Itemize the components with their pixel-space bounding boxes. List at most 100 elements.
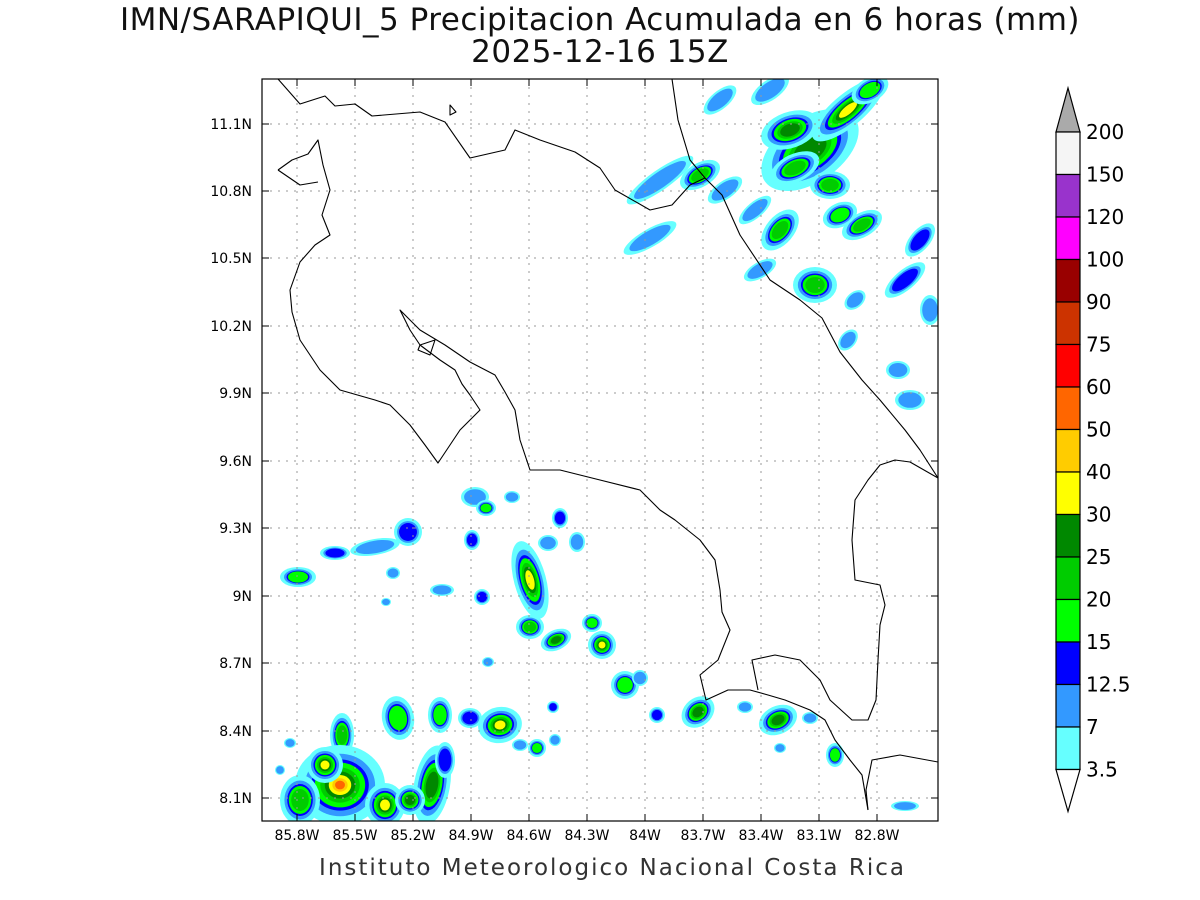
precip-cell — [386, 567, 400, 579]
precip-cell — [632, 670, 648, 686]
precip-cell — [649, 707, 665, 723]
plot-frame — [261, 78, 939, 822]
latitude-tick-label: 8.4N — [219, 724, 252, 740]
longitude-tick-label: 82.8W — [854, 828, 899, 844]
precip-cell — [528, 739, 546, 757]
precip-cell — [703, 85, 737, 115]
precip-cell — [582, 614, 602, 632]
precip-cell — [280, 567, 316, 587]
colorbar-swatch — [1055, 173, 1081, 218]
colorbar-swatch — [1055, 386, 1081, 431]
precip-cell — [538, 535, 558, 551]
precip-cell — [844, 290, 866, 310]
colorbar-label: 30 — [1086, 503, 1111, 527]
colorbar-swatch — [1055, 428, 1081, 473]
precip-cell — [540, 628, 572, 652]
precip-cell — [478, 706, 522, 744]
precip-cell — [737, 701, 753, 713]
colorbar-label: 50 — [1086, 418, 1111, 442]
colorbar-label: 90 — [1086, 290, 1111, 314]
precip-cell — [435, 742, 455, 778]
precip-cell — [905, 223, 935, 257]
latitude-tick-label: 9.6N — [219, 454, 252, 470]
colorbar-label: 60 — [1086, 375, 1111, 399]
colorbar-label: 25 — [1086, 545, 1111, 569]
precip-cell — [895, 390, 925, 410]
latitude-tick-label: 9N — [233, 589, 252, 605]
precip-cell — [826, 743, 844, 767]
precip-cell — [751, 79, 789, 106]
colorbar-swatch — [1055, 343, 1081, 388]
precip-cell — [707, 176, 743, 204]
colorbar-under-triangle — [1055, 768, 1081, 814]
longitude-tick-label: 84W — [629, 828, 661, 844]
precip-cell — [428, 697, 452, 733]
longitude-tick-label: 83.7W — [680, 828, 725, 844]
precip-cell — [284, 738, 296, 748]
colorbar-label: 20 — [1086, 588, 1111, 612]
colorbar-swatch — [1055, 726, 1081, 771]
colorbar-swatch — [1055, 598, 1081, 643]
colorbar-swatch — [1055, 216, 1081, 261]
colorbar-swatch — [1055, 258, 1081, 303]
precip-cell — [758, 704, 798, 736]
precip-cell — [547, 701, 559, 713]
longitude-tick-label: 83.1W — [796, 828, 841, 844]
precip-cell — [395, 785, 425, 815]
precip-cell — [810, 171, 850, 199]
precip-cell — [569, 532, 585, 552]
colorbar-swatch — [1055, 513, 1081, 558]
precip-cell — [886, 361, 910, 379]
map-title: IMN/SARAPIQUI_5 Precipitacion Acumulada … — [119, 2, 1081, 38]
colorbar-swatch — [1055, 641, 1081, 686]
latitude-tick-label: 8.7N — [219, 656, 252, 672]
precip-cell — [774, 743, 786, 753]
latitude-tick-label: 9.3N — [219, 521, 252, 537]
precip-cell — [822, 201, 858, 229]
colorbar-label: 40 — [1086, 460, 1111, 484]
precip-cell — [793, 267, 837, 303]
precip-cell — [512, 739, 528, 751]
colorbar-swatch — [1055, 301, 1081, 346]
longitude-tick-label: 84.9W — [448, 828, 493, 844]
colorbar-label: 7 — [1086, 715, 1099, 739]
precip-cell — [476, 500, 496, 516]
longitude-axis: 85.8W 85.5W 85.2W 84.9W 84.6W 84.3W 84W 83.7W 83… — [274, 79, 900, 844]
precip-cell — [381, 696, 415, 740]
colorbar-label: 15 — [1086, 630, 1111, 654]
precip-cell — [280, 775, 320, 821]
coastline-borders — [277, 79, 938, 811]
precip-cell — [761, 110, 819, 150]
precip-cell — [430, 584, 454, 596]
latitude-tick-label: 10.8N — [210, 184, 252, 200]
longitude-tick-label: 84.6W — [506, 828, 551, 844]
precip-cell — [920, 295, 938, 325]
precip-cell — [474, 589, 490, 605]
longitude-tick-label: 85.2W — [390, 828, 435, 844]
precip-cell — [381, 598, 391, 606]
precip-cell — [464, 530, 480, 550]
latitude-axis: 11.1N 10.8N 10.5N 10.2N 9.9N 9.6N 9.3N 9N 8.7N 8.… — [210, 117, 938, 807]
colorbar-label: 200 — [1086, 120, 1124, 144]
colorbar-label: 100 — [1086, 248, 1124, 272]
precip-cell — [623, 221, 677, 255]
precip-cell — [743, 258, 777, 282]
longitude-tick-label: 85.8W — [274, 828, 319, 844]
colorbar-label: 3.5 — [1086, 758, 1118, 782]
precip-cell — [761, 209, 799, 251]
precip-cell — [482, 657, 494, 667]
colorbar-legend: 200 150 120 100 90 75 60 50 40 30 25 20 15 12.5 7 3.5 — [1055, 85, 1131, 814]
latitude-tick-label: 10.2N — [210, 319, 252, 335]
latitude-tick-label: 10.5N — [210, 251, 252, 267]
precip-cell — [770, 151, 820, 185]
credit-text: Instituto Meteorologico Nacional Costa R… — [319, 855, 906, 881]
precip-cell — [588, 631, 616, 659]
precip-cell — [802, 712, 818, 724]
colorbar-over-triangle — [1055, 85, 1081, 133]
precip-cell — [350, 538, 400, 556]
precip-cell — [394, 518, 422, 546]
precip-cell — [838, 329, 858, 351]
latitude-tick-label: 11.1N — [210, 117, 252, 133]
colorbar-swatch — [1055, 471, 1081, 516]
latitude-tick-label: 9.9N — [219, 386, 252, 402]
